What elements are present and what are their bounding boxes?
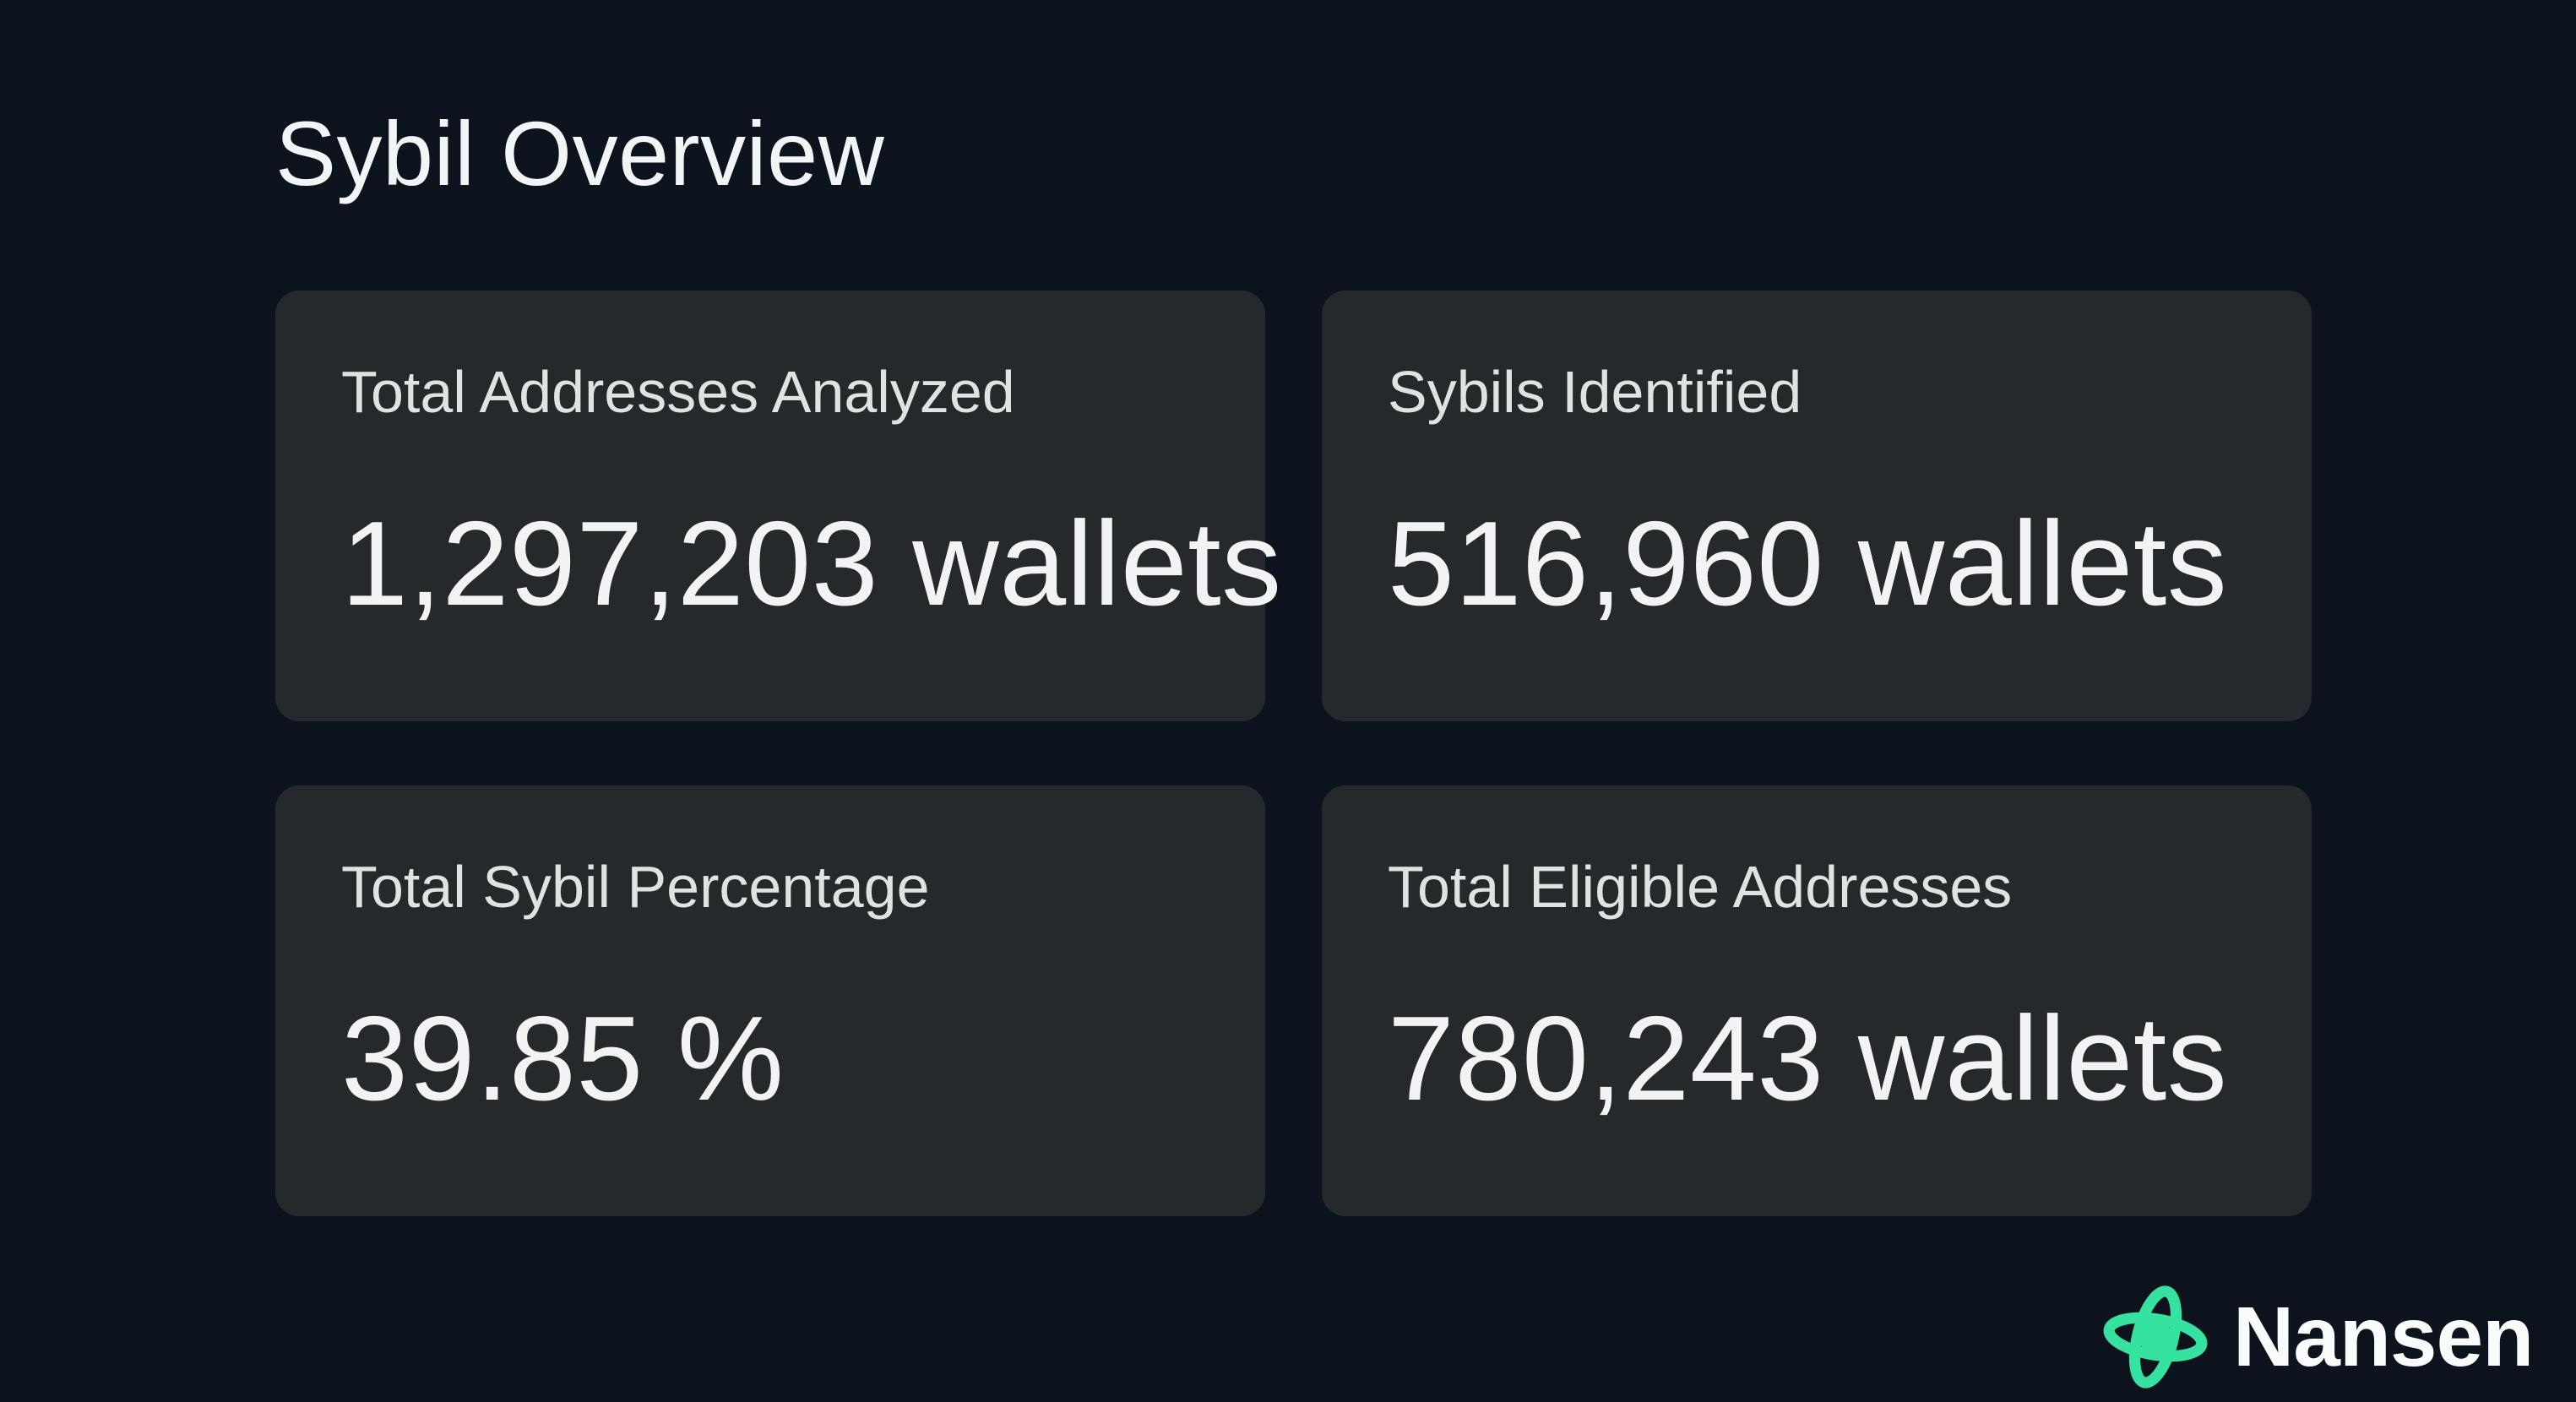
stat-value: 1,297,203 wallets (341, 496, 1282, 631)
stat-card-total-eligible-addresses: Total Eligible Addresses 780,243 wallets (1322, 785, 2312, 1216)
stat-value: 516,960 wallets (1388, 496, 2228, 631)
nansen-orbits-icon (2103, 1285, 2208, 1388)
stat-label: Total Addresses Analyzed (341, 359, 1015, 425)
nansen-logo: Nansen (2100, 1280, 2534, 1394)
page-title: Sybil Overview (275, 102, 885, 204)
stat-label: Total Sybil Percentage (341, 854, 930, 920)
stat-card-total-addresses-analyzed: Total Addresses Analyzed 1,297,203 walle… (275, 291, 1281, 721)
stat-card-total-sybil-percentage: Total Sybil Percentage 39.85 % (275, 785, 1265, 1216)
stat-label: Sybils Identified (1388, 359, 1802, 425)
stat-value: 780,243 wallets (1388, 991, 2228, 1126)
stat-label: Total Eligible Addresses (1388, 854, 2013, 920)
stat-card-sybils-identified: Sybils Identified 516,960 wallets (1322, 291, 2312, 721)
stat-value: 39.85 % (341, 991, 785, 1126)
stats-grid: Total Addresses Analyzed 1,297,203 walle… (275, 291, 2312, 1216)
brand-wordmark: Nansen (2233, 1290, 2534, 1384)
